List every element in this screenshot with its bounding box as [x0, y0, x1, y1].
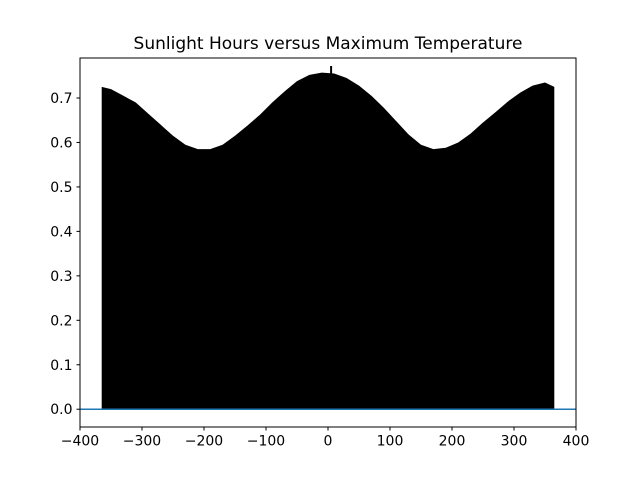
x-axis-ticks: −400 −300 −200 −100 0 100 200 300 400 — [61, 427, 590, 450]
chart-title: Sunlight Hours versus Maximum Temperatur… — [133, 34, 523, 54]
x-tick-label: −200 — [185, 434, 223, 450]
y-tick-label: 0.4 — [50, 224, 72, 240]
y-axis-ticks: 0.0 0.1 0.2 0.3 0.4 0.5 0.6 0.7 — [50, 91, 80, 418]
y-tick-label: 0.3 — [50, 269, 72, 285]
y-tick-label: 0.7 — [50, 91, 72, 107]
y-tick-label: 0.1 — [50, 358, 72, 374]
x-tick-label: 100 — [377, 434, 404, 450]
x-tick-label: 0 — [324, 434, 333, 450]
y-tick-label: 0.2 — [50, 313, 72, 329]
y-tick-label: 0.6 — [50, 135, 72, 151]
x-tick-label: 200 — [439, 434, 466, 450]
x-tick-label: 400 — [563, 434, 590, 450]
x-tick-label: 300 — [501, 434, 528, 450]
y-tick-label: 0.5 — [50, 180, 72, 196]
x-tick-label: −100 — [247, 434, 285, 450]
x-tick-label: −400 — [61, 434, 99, 450]
x-tick-label: −300 — [123, 434, 161, 450]
y-tick-label: 0.0 — [50, 402, 72, 418]
area-series — [101, 72, 555, 410]
